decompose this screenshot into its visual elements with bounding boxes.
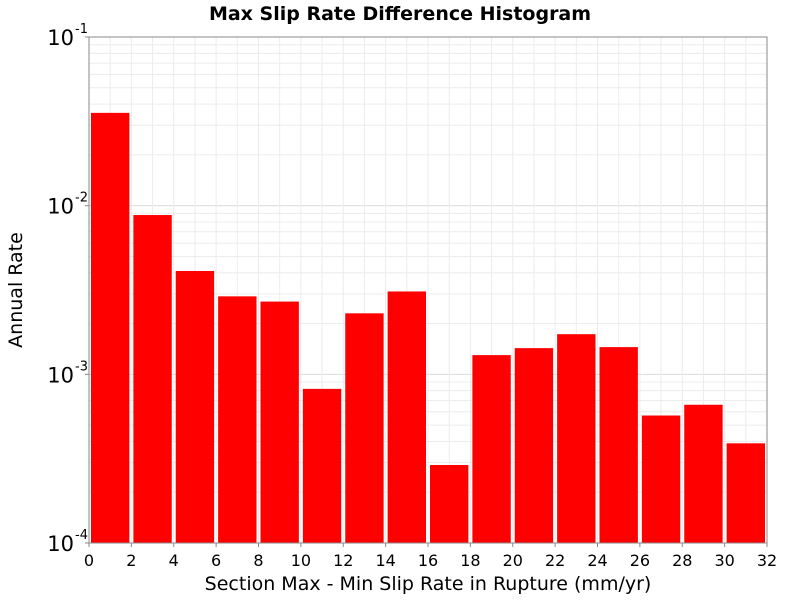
y-tick-exponent: -3 <box>75 359 88 374</box>
y-tick-label: 10 <box>47 532 74 556</box>
histogram-bar <box>599 347 638 543</box>
y-tick-exponent: -1 <box>75 22 88 37</box>
x-tick-label: 2 <box>126 551 136 570</box>
x-tick-label: 16 <box>418 551 438 570</box>
histogram-bar <box>91 112 130 543</box>
histogram-bar <box>472 355 511 543</box>
x-tick-label: 6 <box>211 551 221 570</box>
x-tick-label: 18 <box>460 551 480 570</box>
histogram-bar <box>133 215 172 544</box>
x-axis-ticks: 0 2 4 6 8 10 12 14 16 18 20 22 24 26 28 30 32 <box>84 543 777 570</box>
histogram-bar <box>684 404 723 543</box>
histogram-bar <box>345 313 384 543</box>
histogram-bar <box>557 334 596 543</box>
bars <box>91 112 765 544</box>
y-tick-label: 10 <box>47 363 74 387</box>
x-tick-label: 22 <box>545 551 565 570</box>
x-tick-label: 10 <box>291 551 311 570</box>
x-tick-label: 12 <box>333 551 353 570</box>
histogram-bar <box>726 443 765 543</box>
y-axis-label: Annual Rate <box>5 232 27 348</box>
x-tick-label: 4 <box>169 551 179 570</box>
y-tick-label: 10 <box>47 195 74 219</box>
y-tick-exponent: -4 <box>75 528 88 543</box>
x-tick-label: 0 <box>84 551 94 570</box>
y-tick-label: 10 <box>47 26 74 50</box>
x-axis-label: Section Max - Min Slip Rate in Rupture (… <box>205 573 652 595</box>
x-tick-label: 28 <box>672 551 692 570</box>
histogram-bar <box>302 388 342 543</box>
x-tick-label: 14 <box>375 551 395 570</box>
histogram-bar <box>514 348 554 543</box>
histogram-bar <box>430 465 469 543</box>
histogram-bar <box>175 270 215 543</box>
x-tick-label: 20 <box>503 551 523 570</box>
histogram-bar <box>260 301 299 543</box>
y-tick-exponent: -2 <box>75 191 88 206</box>
x-tick-label: 26 <box>630 551 650 570</box>
y-axis-ticks: 10-410-310-210-1 <box>47 22 89 556</box>
chart-title: Max Slip Rate Difference Histogram <box>209 3 591 25</box>
histogram-bar <box>218 296 257 543</box>
x-tick-label: 24 <box>587 551 607 570</box>
histogram-bar <box>641 415 681 543</box>
x-tick-label: 8 <box>253 551 263 570</box>
x-tick-label: 32 <box>757 551 777 570</box>
x-tick-label: 30 <box>714 551 734 570</box>
histogram-bar <box>387 291 426 543</box>
